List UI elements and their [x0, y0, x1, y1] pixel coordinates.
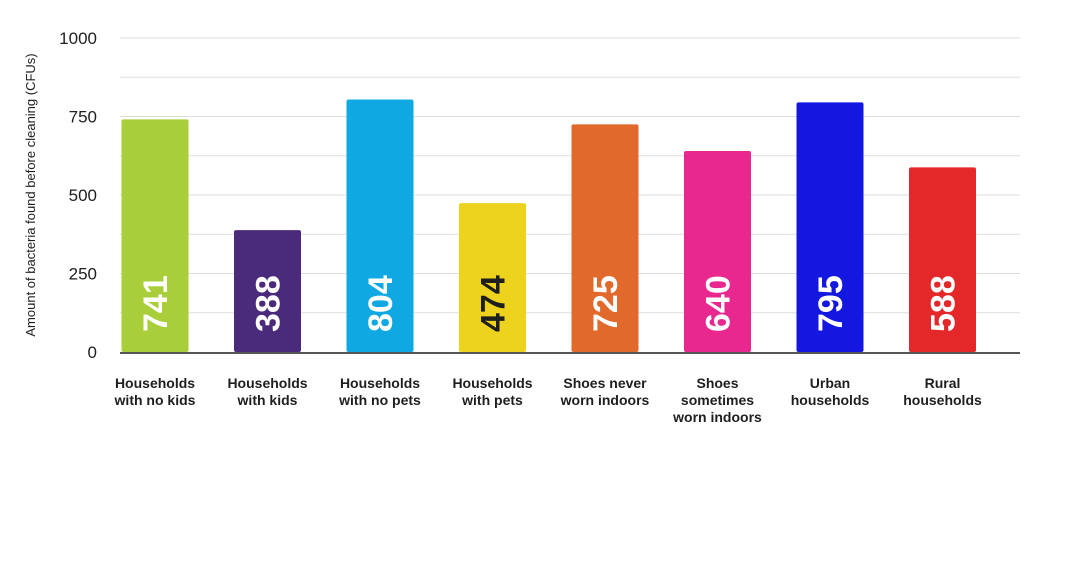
bar-value-label: 640	[700, 275, 738, 332]
bar	[909, 167, 976, 352]
bar	[121, 119, 189, 353]
bar	[684, 151, 751, 352]
x-category-label: Households with no pets	[338, 375, 421, 408]
y-tick-label: 0	[88, 343, 97, 362]
x-category-label: Rural households	[903, 375, 982, 408]
bar-value-label: 725	[587, 275, 625, 332]
x-category-label: Households with pets	[452, 375, 532, 408]
bar-value-label: 388	[250, 275, 288, 332]
bar-value-label: 804	[362, 275, 400, 332]
bar	[346, 99, 414, 352]
x-category-label: Households with kids	[227, 375, 307, 408]
bar	[459, 203, 526, 352]
bar	[571, 124, 639, 352]
y-axis-ticks: 0 250 500 750 1000	[59, 29, 97, 362]
y-tick-label: 500	[69, 186, 97, 205]
x-axis-category-labels: Households with no kids Households with kid…	[114, 375, 982, 425]
y-tick-label: 250	[69, 265, 97, 284]
x-category-label: Shoes never worn indoors	[560, 375, 650, 408]
bar	[234, 230, 301, 352]
bar	[796, 102, 864, 353]
bar-value-label: 741	[137, 275, 175, 332]
y-axis-label: Amount of bacteria found before cleaning…	[23, 53, 38, 336]
x-category-label: Households with no kids	[114, 375, 196, 408]
bar-value-label: 474	[475, 275, 513, 332]
bars	[121, 99, 976, 353]
y-tick-label: 1000	[59, 29, 97, 48]
bar-value-label: 795	[812, 275, 850, 332]
x-category-label: Shoes sometimes worn indoors	[672, 375, 762, 425]
x-category-label: Urban households	[791, 375, 870, 408]
value-labels: 741 388 804 474 725 640 795 588	[137, 275, 963, 332]
y-tick-label: 750	[69, 108, 97, 127]
bar-value-label: 588	[925, 275, 963, 332]
